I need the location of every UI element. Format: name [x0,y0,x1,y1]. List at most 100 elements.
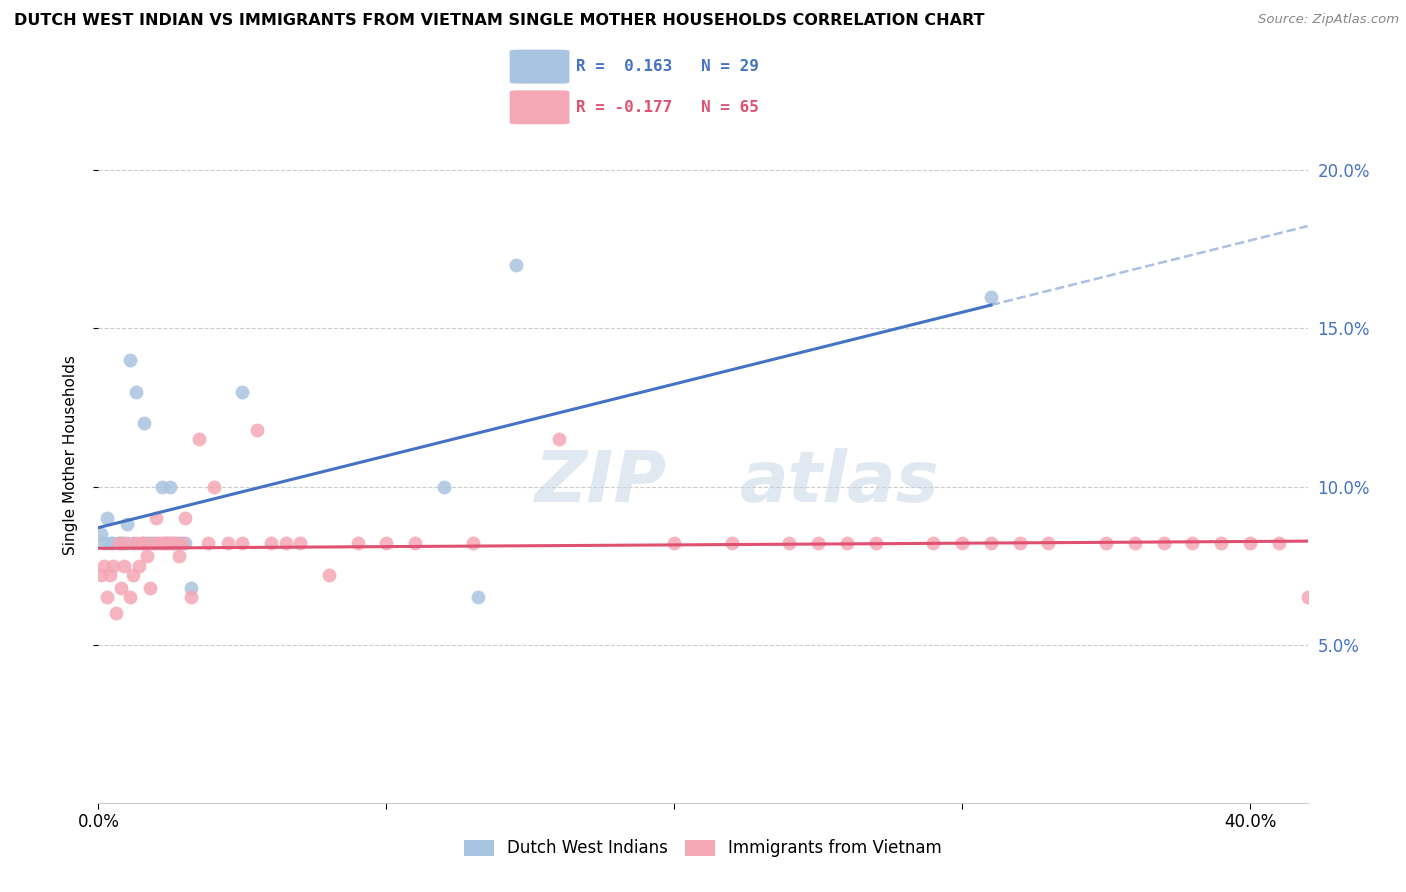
Point [173,511,195,525]
Point [122,536,145,550]
Point [162,536,184,550]
Point [318,568,340,582]
Point [150,536,173,550]
Point [231,384,253,399]
Point [1239,536,1261,550]
Point [131,536,153,550]
Point [260,536,283,550]
Point [835,536,858,550]
Legend: Dutch West Indians, Immigrants from Vietnam: Dutch West Indians, Immigrants from Viet… [457,833,949,864]
Point [173,536,195,550]
Text: ZIP: ZIP [534,449,666,517]
Point [120,591,142,605]
Point [1153,536,1175,550]
Point [778,536,800,550]
Point [136,549,159,563]
Point [153,536,176,550]
Point [90,527,112,541]
Point [145,536,167,550]
Y-axis label: Single Mother Households: Single Mother Households [63,355,77,555]
Point [980,290,1002,304]
Point [980,536,1002,550]
Point [101,558,124,573]
Point [246,423,269,437]
Point [1181,536,1204,550]
Point [170,536,193,550]
Point [142,536,165,550]
Point [115,536,138,550]
Point [159,536,181,550]
Point [807,536,830,550]
Point [125,384,148,399]
Point [122,568,145,582]
Point [110,536,132,550]
Point [165,536,187,550]
Point [93,536,115,550]
Point [1095,536,1118,550]
Point [197,536,219,550]
Point [202,479,225,493]
Text: Source: ZipAtlas.com: Source: ZipAtlas.com [1258,13,1399,27]
Point [107,536,129,550]
Point [167,536,190,550]
Point [104,606,127,620]
Point [188,432,211,446]
Point [115,517,138,532]
Point [167,549,190,563]
Point [150,479,173,493]
Point [346,536,368,550]
Point [274,536,297,550]
Point [98,536,121,550]
Point [96,511,118,525]
Point [467,591,489,605]
Point [217,536,239,550]
Point [231,536,253,550]
Point [101,536,124,550]
Point [288,536,311,550]
Point [110,581,132,595]
Point [180,581,202,595]
Point [93,558,115,573]
Point [120,353,142,368]
Point [548,432,571,446]
Point [112,536,135,550]
Point [1123,536,1146,550]
Point [162,536,184,550]
Point [375,536,398,550]
Point [404,536,426,550]
Point [98,568,121,582]
Text: R =  0.163   N = 29: R = 0.163 N = 29 [576,59,759,74]
Point [136,536,159,550]
Text: atlas: atlas [740,449,939,517]
Point [865,536,887,550]
Point [134,536,156,550]
Point [1038,536,1060,550]
Point [950,536,973,550]
Point [720,536,742,550]
Point [664,536,686,550]
Point [1008,536,1031,550]
Point [922,536,945,550]
Point [148,536,170,550]
Point [128,558,150,573]
Point [112,558,135,573]
Text: R = -0.177   N = 65: R = -0.177 N = 65 [576,100,759,115]
Point [107,536,129,550]
Point [90,568,112,582]
Point [1268,536,1291,550]
Point [96,591,118,605]
Text: DUTCH WEST INDIAN VS IMMIGRANTS FROM VIETNAM SINGLE MOTHER HOUSEHOLDS CORRELATIO: DUTCH WEST INDIAN VS IMMIGRANTS FROM VIE… [14,13,984,29]
Point [505,258,527,272]
Point [180,591,202,605]
Point [139,581,162,595]
Point [153,536,176,550]
Point [139,536,162,550]
Point [433,479,456,493]
Point [131,536,153,550]
Point [125,536,148,550]
Point [1211,536,1233,550]
Point [1296,591,1319,605]
Point [134,417,156,431]
Point [145,511,167,525]
Point [159,479,181,493]
